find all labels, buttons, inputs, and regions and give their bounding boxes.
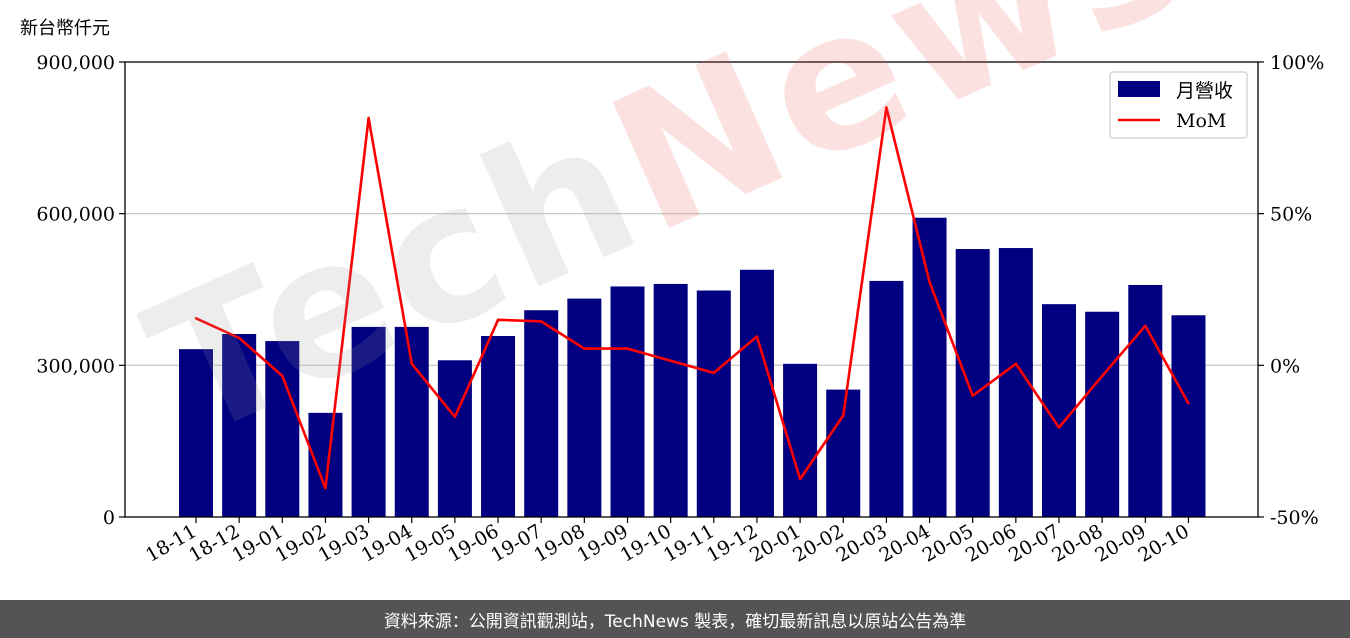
right-tick-label: 50% <box>1270 204 1312 226</box>
bar-20-10 <box>1171 315 1206 517</box>
mom-point-20-06 <box>1014 362 1018 366</box>
mom-point-19-11 <box>712 371 715 375</box>
bar-19-08 <box>567 298 602 517</box>
right-tick-label: 0% <box>1270 355 1300 377</box>
mom-point-20-10 <box>1187 402 1190 405</box>
bar-19-10 <box>653 283 688 517</box>
legend-swatch-bar <box>1118 81 1160 97</box>
mom-point-19-12 <box>755 335 759 338</box>
mom-point-20-01 <box>798 477 802 481</box>
bar-20-09 <box>1128 284 1163 517</box>
mom-point-20-02 <box>842 414 845 417</box>
mom-point-19-03 <box>367 116 370 120</box>
mom-point-20-05 <box>971 394 974 397</box>
bar-18-12 <box>222 333 257 517</box>
mom-point-19-02 <box>324 486 327 490</box>
mom-point-19-10 <box>669 359 672 362</box>
mom-line <box>195 106 1190 490</box>
left-tick-label: 0 <box>103 507 115 529</box>
bar-19-02 <box>308 412 343 517</box>
plot-frame <box>124 61 1259 518</box>
bar-19-03 <box>351 326 386 517</box>
legend-label-line: MoM <box>1176 110 1226 132</box>
bar-19-11 <box>696 290 731 517</box>
bar-20-03 <box>869 280 904 517</box>
bar-20-04 <box>912 217 947 517</box>
mom-point-19-06 <box>496 318 500 322</box>
bar-18-11 <box>179 349 213 517</box>
bar-19-05 <box>437 360 472 517</box>
mom-point-20-08 <box>1100 374 1104 378</box>
mom-point-19-05 <box>453 415 457 419</box>
bar-20-05 <box>955 249 990 518</box>
source-footer: 資料來源：公開資訊觀測站，TechNews 製表，確切最新訊息以原站公告為準 <box>0 600 1350 638</box>
right-tick-label: -50% <box>1270 507 1319 529</box>
y-axis-unit-label: 新台幣仟元 <box>20 18 110 39</box>
mom-point-20-03 <box>885 106 888 109</box>
mom-point-20-07 <box>1057 426 1061 429</box>
left-tick-label: 600,000 <box>36 204 115 226</box>
bar-20-08 <box>1085 311 1120 517</box>
left-tick-label: 300,000 <box>36 355 115 377</box>
legend-label-bar: 月營收 <box>1176 80 1233 102</box>
bar-19-09 <box>610 286 645 517</box>
bar-19-06 <box>481 336 516 517</box>
mom-point-20-04 <box>928 280 931 284</box>
mom-point-19-04 <box>410 362 413 366</box>
mom-point-20-09 <box>1144 324 1147 328</box>
footer-text: 資料來源：公開資訊觀測站，TechNews 製表，確切最新訊息以原站公告為準 <box>383 611 967 632</box>
right-tick-label: 100% <box>1270 52 1324 74</box>
mom-point-18-12 <box>237 336 241 340</box>
chart-area: 0 300,000 600,000 900,000 -50% 0% 50% 100% 18-11… <box>20 0 1324 567</box>
bar-19-01 <box>265 341 300 517</box>
bar-19-04 <box>394 326 429 517</box>
left-tick-label: 900,000 <box>36 52 115 74</box>
mom-point-19-01 <box>281 374 284 378</box>
mom-point-19-08 <box>583 347 586 350</box>
x-tick-label: 20-10 <box>1135 520 1193 566</box>
bar-19-12 <box>739 269 774 517</box>
revenue-mom-chart: 0300,000600,000900,000-50%0%50%100%18-11… <box>36 52 1324 567</box>
mom-point-19-09 <box>626 347 629 350</box>
mom-point-19-07 <box>540 320 543 323</box>
bar-19-07 <box>524 310 559 517</box>
mom-point-18-11 <box>194 317 198 320</box>
